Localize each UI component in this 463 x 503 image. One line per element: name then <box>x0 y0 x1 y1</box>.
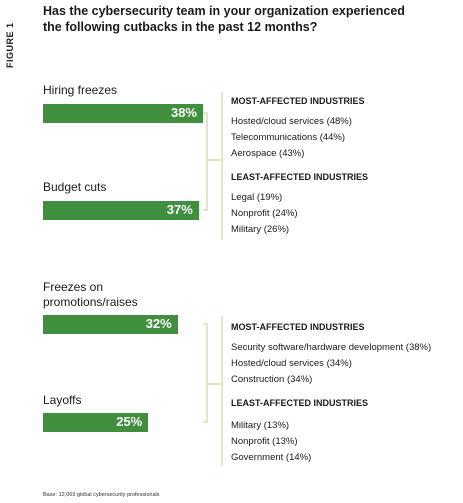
group1-most-item: Hosted/cloud services (48%) <box>231 116 352 127</box>
chart-title-line-2: the following cutbacks in the past 12 mo… <box>43 20 318 34</box>
group1-most-item: Telecommunications (44%) <box>231 132 346 143</box>
bar-layoffs: 25% <box>43 413 149 432</box>
chart-title-line-1: Has the cybersecurity team in your organ… <box>43 4 405 18</box>
bar-value-budget-cuts: 37% <box>166 202 193 217</box>
group1-least-item: Military (26%) <box>231 224 290 235</box>
group2-least-item: Nonprofit (13%) <box>231 436 298 447</box>
group2-most-item: Hosted/cloud services (34%) <box>231 358 352 369</box>
group1-least-item: Nonprofit (24%) <box>231 208 298 219</box>
category-label-hiring-freezes: Hiring freezes <box>43 83 118 97</box>
bar-hiring-freezes: 38% <box>43 104 203 123</box>
category-label-layoffs: Layoffs <box>43 393 82 407</box>
chart-title: Has the cybersecurity team in your organ… <box>43 3 443 35</box>
group2-least-item: Government (14%) <box>231 452 312 463</box>
bracket-group-2-promotions <box>203 323 210 385</box>
group2-most-header: MOST-AFFECTED INDUSTRIES <box>231 322 365 332</box>
category-label-freezes-on-promotions: Freezes on promotions/raises <box>43 280 138 310</box>
bar-budget-cuts: 37% <box>43 201 199 220</box>
bar-value-hiring-freezes: 38% <box>170 105 197 120</box>
group2-least-item: Military (13%) <box>231 420 290 431</box>
bar-value-freezes-on-promotions: 32% <box>145 316 172 331</box>
bar-freezes-on-promotions: 32% <box>43 315 178 334</box>
bracket-group-2-layoffs <box>203 384 208 423</box>
group2-least-header: LEAST-AFFECTED INDUSTRIES <box>231 398 369 408</box>
bracket-group-1-budget <box>203 160 208 211</box>
category-label-promotions-line-1: Freezes on <box>43 280 104 294</box>
group1-most-item: Aerospace (43%) <box>231 148 305 159</box>
category-label-budget-cuts: Budget cuts <box>43 180 107 194</box>
footnote: Base: 12,069 global cybersecurity profes… <box>43 492 160 498</box>
group1-most-header: MOST-AFFECTED INDUSTRIES <box>231 96 365 106</box>
bracket-group-1-hiring <box>203 112 210 161</box>
group1-least-header: LEAST-AFFECTED INDUSTRIES <box>231 172 369 182</box>
group2-most-item: Construction (34%) <box>231 374 313 385</box>
bar-value-layoffs: 25% <box>116 414 143 429</box>
category-label-promotions-line-2: promotions/raises <box>43 295 138 309</box>
group1-least-item: Legal (19%) <box>231 192 283 203</box>
group2-most-item: Security software/hardware development (… <box>231 342 432 353</box>
